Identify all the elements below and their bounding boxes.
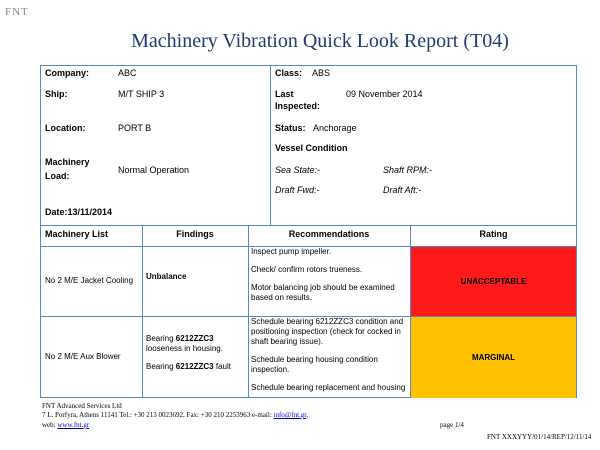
rating: MARGINAL <box>471 352 516 362</box>
column-header: Recommendations <box>288 229 370 239</box>
column-header: Rating <box>479 229 508 239</box>
findings-cell: Bearing 6212ZZC3 looseness in housing. Be… <box>146 316 246 398</box>
field-value: PORT B <box>118 123 152 133</box>
recommendation: Check/ confirm rotors trueness. <box>251 265 363 274</box>
recommendation: Schedule bearing replacement and housing <box>251 383 406 392</box>
machinery-cell: No 2 M/E Jacket Cooling <box>45 276 134 285</box>
recommendations-cell: Inspect pump impeller. Check/ confirm rot… <box>251 247 408 316</box>
finding-text: 6212ZZC3 <box>175 362 214 371</box>
report-reference: FNT XXXYYY/01/14/REP/12/11/14 <box>487 433 592 441</box>
rating-cell: UNACCEPTABLE <box>411 247 576 316</box>
field-value: 09 November 2014 <box>346 89 423 99</box>
finding: Bearing 6212ZZC3 fault <box>146 362 246 372</box>
footer-company: FNT Advanced Services Ltd <box>42 402 122 410</box>
field-label: Ship: <box>45 89 68 99</box>
page-number: page 1/4 <box>440 421 464 429</box>
rating: UNACCEPTABLE <box>460 276 527 286</box>
field-label: Last <box>275 89 294 99</box>
section-label: Vessel Condition <box>275 143 348 153</box>
report-frame <box>40 65 577 398</box>
field-value: Anchorage <box>313 123 357 133</box>
column-header: Findings <box>176 229 214 239</box>
finding-text: Bearing <box>146 334 176 343</box>
column-line <box>248 225 249 398</box>
header-line <box>40 246 577 247</box>
column-header: Machinery List <box>45 229 109 239</box>
recommendation: Schedule bearing 6212ZZC3 condition and … <box>251 317 404 346</box>
row-line <box>40 316 577 317</box>
info-divider <box>270 65 271 225</box>
rating-cell: MARGINAL <box>411 317 576 398</box>
field-value: Shaft RPM:- <box>383 165 433 175</box>
field-label: Status: <box>275 123 306 133</box>
web-label: web: <box>42 421 56 429</box>
report-date: Date:13/11/2014 <box>45 207 113 217</box>
recommendation: Schedule bearing housing condition inspe… <box>251 355 378 374</box>
finding-text: Bearing <box>146 362 176 371</box>
field-value: ABS <box>312 68 331 78</box>
field-label: Location: <box>45 123 86 133</box>
field-label: Company: <box>45 68 90 78</box>
finding-text: looseness in housing. <box>146 344 223 353</box>
field-value: Draft Aft:- <box>383 185 422 195</box>
machinery-cell: No 2 M/E Aux Blower <box>45 352 121 361</box>
recommendations-cell: Schedule bearing 6212ZZC3 condition and … <box>251 317 408 398</box>
finding: Unbalance <box>146 272 246 282</box>
finding-text: fault <box>213 362 231 371</box>
field-label: Load: <box>45 171 70 181</box>
recommendation: Motor balancing job should be examined b… <box>251 283 395 302</box>
footer-web: web: www.fnt.gr <box>42 421 89 429</box>
finding: Bearing 6212ZZC3 looseness in housing. <box>146 334 246 354</box>
email-link[interactable]: info@fnt.gr <box>273 411 307 419</box>
web-link[interactable]: www.fnt.gr <box>57 421 90 429</box>
column-line <box>410 225 411 398</box>
field-value: M/T SHIP 3 <box>118 89 165 99</box>
table-top-line <box>40 225 577 226</box>
findings-cell: Unbalance <box>146 246 246 316</box>
footer-address: 7 L. Porfyra, Athens 11141 Tel.: +30 213… <box>42 411 308 419</box>
field-label: Class: <box>275 68 303 78</box>
field-value: Sea State:- <box>275 165 321 175</box>
address: 7 L. Porfyra, Athens 11141 Tel.: +30 213… <box>42 411 272 419</box>
column-line <box>142 225 143 398</box>
field-value: Normal Operation <box>118 165 190 175</box>
finding-text: 6212ZZC3 <box>175 334 214 343</box>
finding-text: Unbalance <box>146 272 187 281</box>
separator: , <box>306 411 309 419</box>
field-value: Draft Fwd:- <box>275 185 320 195</box>
report-title: Machinery Vibration Quick Look Report (T… <box>131 30 509 52</box>
field-label: Inspected: <box>275 101 321 111</box>
recommendation: Inspect pump impeller. <box>251 247 332 256</box>
field-value: ABC <box>118 68 137 78</box>
logo: FNT <box>5 6 29 18</box>
field-label: Machinery <box>45 157 90 167</box>
